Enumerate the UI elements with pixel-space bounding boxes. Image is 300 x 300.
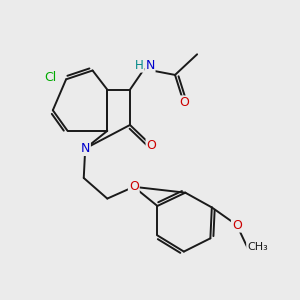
Text: O: O bbox=[129, 180, 139, 193]
Text: O: O bbox=[179, 96, 189, 110]
Text: N: N bbox=[146, 59, 155, 72]
Text: O: O bbox=[146, 139, 156, 152]
Text: N: N bbox=[80, 142, 90, 155]
Text: O: O bbox=[232, 219, 242, 232]
Text: Cl: Cl bbox=[44, 71, 56, 84]
Text: CH₃: CH₃ bbox=[247, 242, 268, 252]
Text: H: H bbox=[135, 59, 144, 72]
